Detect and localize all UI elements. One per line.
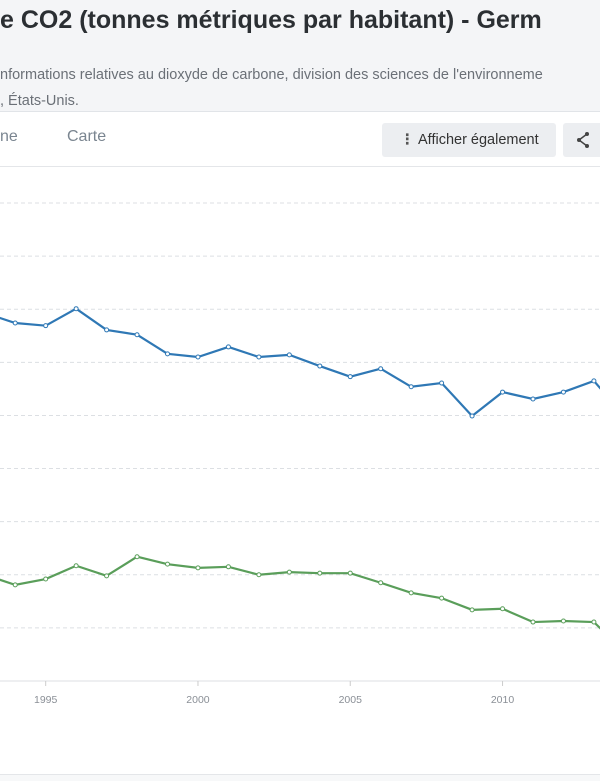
footer-bar (0, 774, 600, 781)
data-point (347, 374, 353, 380)
data-point (439, 380, 445, 386)
subtitle: nformations relatives au dioxyde de carb… (0, 62, 543, 114)
data-point (12, 582, 18, 588)
tab[interactable]: Carte (67, 128, 107, 145)
data-point (73, 563, 79, 569)
data-point (500, 606, 506, 612)
data-point (195, 565, 201, 571)
data-point (439, 595, 445, 601)
data-point (378, 580, 384, 586)
x-tick-label: 1995 (34, 694, 58, 706)
data-point (73, 306, 79, 312)
data-point (286, 352, 292, 358)
subtitle-line: nformations relatives au dioxyde de carb… (0, 67, 543, 83)
x-tick-label: 2010 (491, 694, 515, 706)
icon: ⋮ (400, 132, 415, 148)
data-point (530, 619, 536, 625)
share-button[interactable] (563, 123, 600, 157)
data-point (104, 573, 110, 579)
subtitle-line: , États-Unis. (0, 93, 79, 109)
header: e CO2 (tonnes métriques par habitant) - … (0, 0, 600, 112)
data-point (408, 384, 414, 390)
show-also-button[interactable]: ⋮ Afficher également (382, 123, 556, 157)
data-point (165, 561, 171, 567)
button-label: Afficher également (418, 132, 539, 148)
data-point (469, 413, 475, 419)
data-point (591, 378, 597, 384)
data-point (347, 570, 353, 576)
tab[interactable]: ne (0, 128, 18, 145)
data-point (500, 389, 506, 395)
series-line (0, 555, 600, 630)
data-point (317, 363, 323, 369)
data-point (256, 572, 262, 578)
share-icon (577, 132, 589, 148)
plot-area (0, 306, 600, 630)
x-tick-label: 2000 (186, 694, 210, 706)
data-point (165, 351, 171, 357)
data-point (104, 327, 110, 333)
data-point (225, 564, 231, 570)
data-point (43, 323, 49, 329)
data-point (591, 619, 597, 625)
data-point (195, 354, 201, 360)
x-tick-label: 2005 (339, 694, 363, 706)
page-title: e CO2 (tonnes métriques par habitant) - … (0, 6, 542, 34)
data-point (134, 554, 140, 560)
data-point (378, 366, 384, 372)
data-point (408, 590, 414, 596)
data-point (12, 320, 18, 326)
data-point (317, 570, 323, 576)
data-point (134, 332, 140, 338)
data-point (560, 618, 566, 624)
data-point (560, 389, 566, 395)
series-line (0, 307, 600, 418)
data-point (43, 576, 49, 582)
tab-bar: ne Carte (0, 112, 600, 167)
data-point (225, 344, 231, 350)
data-point (286, 569, 292, 575)
data-point (256, 354, 262, 360)
data-point (469, 607, 475, 613)
data-point (530, 396, 536, 402)
